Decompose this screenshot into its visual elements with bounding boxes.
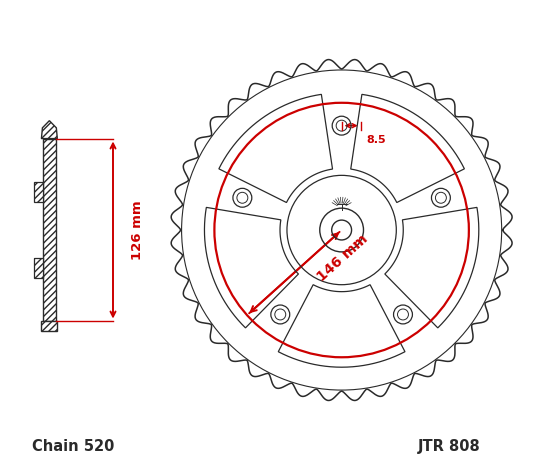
Polygon shape <box>41 121 57 139</box>
Text: JTR 808: JTR 808 <box>418 439 480 454</box>
Polygon shape <box>41 322 57 331</box>
Text: 126 mm: 126 mm <box>131 200 144 260</box>
Text: Chain 520: Chain 520 <box>32 439 114 454</box>
Text: 8.5: 8.5 <box>366 135 386 145</box>
Text: 146 mm: 146 mm <box>314 232 370 284</box>
Polygon shape <box>34 182 43 202</box>
Polygon shape <box>43 139 56 322</box>
Polygon shape <box>34 258 43 278</box>
